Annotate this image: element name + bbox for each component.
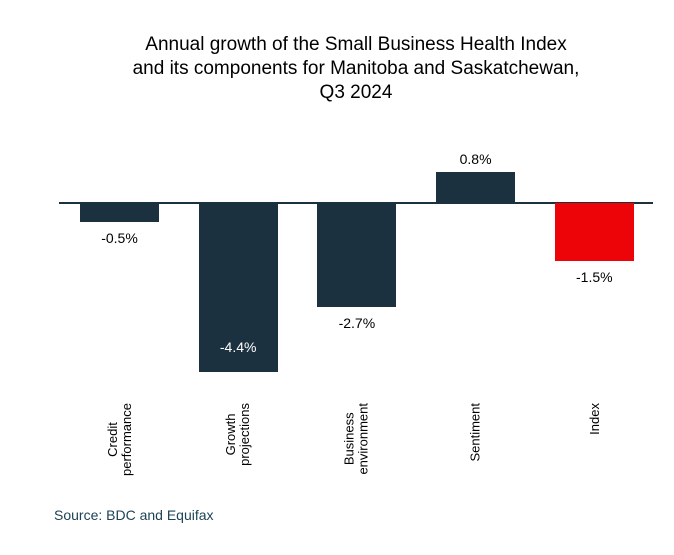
source-note: Source: BDC and Equifax bbox=[54, 507, 214, 523]
value-label-sentiment: 0.8% bbox=[459, 151, 492, 168]
value-label-index: -1.5% bbox=[576, 268, 613, 285]
bar-credit-performance bbox=[80, 203, 159, 223]
category-label-business-environment: Business environment bbox=[341, 403, 371, 475]
bar-growth-projections bbox=[198, 203, 278, 373]
category-label-growth-projections: Growth projections bbox=[223, 403, 253, 466]
value-label-credit-performance: -0.5% bbox=[101, 230, 138, 247]
category-label-credit-performance: Credit performance bbox=[104, 403, 134, 476]
bar-business-environment bbox=[317, 203, 397, 307]
category-label-index: Index bbox=[586, 403, 602, 435]
category-label-sentiment: Sentiment bbox=[467, 403, 483, 462]
value-label-growth-projections: -4.4% bbox=[219, 339, 257, 356]
chart-title: Annual growth of the Small Business Heal… bbox=[132, 34, 580, 103]
bar-index bbox=[554, 203, 634, 261]
bar-sentiment bbox=[436, 172, 516, 203]
value-label-business-environment: -2.7% bbox=[338, 314, 376, 331]
